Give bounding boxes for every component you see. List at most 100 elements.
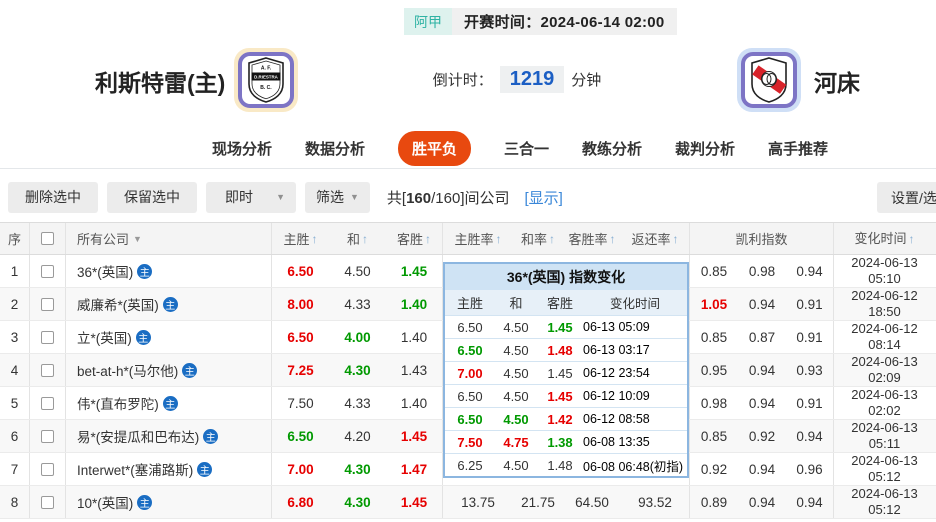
svg-text:A. F.: A. F. — [261, 66, 272, 72]
row-checkbox-cell — [30, 453, 66, 485]
sort-asc-icon: ↑ — [311, 231, 318, 246]
tab-referee-analysis[interactable]: 裁判分析 — [675, 141, 736, 158]
company-cell[interactable]: 伟*(直布罗陀) 主 — [66, 387, 272, 419]
kelly-home: 0.85 — [700, 329, 728, 345]
kelly-draw: 0.94 — [748, 461, 776, 477]
odds-away: 1.45 — [386, 420, 443, 452]
match-info-chip: 阿甲 开赛时间：2024-06-14 02:00 — [404, 8, 677, 35]
header-change-time[interactable]: 变化时间 ↑ — [854, 230, 915, 246]
row-checkbox[interactable] — [41, 330, 54, 344]
countdown-unit: 分钟 — [571, 71, 602, 89]
payout-rate-value — [621, 387, 690, 419]
header-home-rate[interactable]: 主胜率 ↑ — [454, 231, 502, 248]
row-index: 7 — [0, 453, 30, 485]
row-checkbox-cell — [30, 387, 66, 419]
change-time: 2024-06-12 18:50 — [851, 288, 918, 319]
company-count-label: 共[160/160]间公司 — [386, 189, 510, 207]
payout-rate-value — [621, 453, 690, 485]
countdown-value: 1219 — [499, 65, 565, 93]
company-cell[interactable]: bet-at-h*(马尔他) 主 — [66, 354, 272, 386]
filter-select[interactable]: 筛选 ▼ — [305, 181, 370, 213]
row-checkbox[interactable] — [41, 462, 54, 476]
company-cell[interactable]: 36*(英国) 主 — [66, 255, 272, 287]
company-name: 易*(安提瓜和巴布达) — [77, 430, 200, 445]
header-draw-rate[interactable]: 和率 ↑ — [520, 231, 555, 248]
row-checkbox[interactable] — [41, 363, 54, 377]
settings-button[interactable]: 设置/选 — [877, 182, 936, 213]
row-checkbox-cell — [30, 288, 66, 320]
odds-away: 1.40 — [386, 288, 443, 320]
row-index: 2 — [0, 288, 30, 320]
header-home-odds[interactable]: 主胜 ↑ — [283, 231, 318, 248]
header-company[interactable]: 所有公司 ▼ — [66, 223, 272, 254]
popup-odds-draw: 4.50 — [503, 388, 529, 404]
header-index: 序 — [0, 223, 30, 254]
row-checkbox[interactable] — [41, 495, 54, 509]
row-checkbox[interactable] — [41, 297, 54, 311]
home-indicator-icon: 主 — [135, 329, 151, 345]
popup-change-time: 06-13 03:17 — [583, 343, 650, 357]
odds-home: 6.50 — [287, 428, 314, 444]
payout-rate-value — [621, 255, 690, 287]
popup-odds-away: 1.42 — [547, 411, 573, 427]
filter-value: 筛选 — [316, 189, 344, 205]
sort-asc-icon: ↑ — [908, 231, 915, 246]
row-index: 6 — [0, 420, 30, 452]
table-header-row: 序 所有公司 ▼ 主胜 ↑ 和 ↑ 客胜 ↑ 主胜率 ↑ 和率 ↑ 客胜率 ↑ 返还率 ↑ 凯利… — [0, 222, 936, 255]
row-checkbox-cell — [30, 354, 66, 386]
chevron-down-icon: ▼ — [133, 233, 142, 244]
odds-home: 6.50 — [287, 329, 314, 345]
home-indicator-icon: 主 — [203, 428, 219, 444]
show-link[interactable]: [显示] — [524, 189, 563, 207]
company-cell[interactable]: 立*(英国) 主 — [66, 321, 272, 353]
popup-row: 6.50 4.50 1.45 06-12 10:09 — [445, 384, 687, 407]
popup-odds-home: 6.25 — [457, 457, 483, 473]
home-indicator-icon: 主 — [137, 494, 153, 510]
company-cell[interactable]: 易*(安提瓜和巴布达) 主 — [66, 420, 272, 452]
tab-coach-analysis[interactable]: 教练分析 — [582, 141, 643, 158]
popup-header-draw: 和 — [509, 296, 523, 311]
home-team-name: 利斯特雷(主) — [95, 70, 226, 96]
header-away-odds[interactable]: 客胜 ↑ — [386, 223, 443, 254]
payout-rate-value — [621, 288, 690, 320]
sort-asc-icon: ↑ — [362, 231, 368, 246]
company-cell[interactable]: 10*(英国) 主 — [66, 486, 272, 518]
header-draw-odds[interactable]: 和 ↑ — [346, 231, 368, 248]
odds-home: 6.50 — [287, 263, 314, 279]
table-row: 8 10*(英国) 主 6.80 4.30 1.45 13.75 21.75 64.50 93.5… — [0, 486, 936, 519]
change-time: 2024-06-13 05:10 — [851, 255, 918, 286]
header-payout-rate[interactable]: 返还率 ↑ — [621, 223, 690, 254]
row-index: 4 — [0, 354, 30, 386]
popup-change-time: 06-13 05:09 — [583, 320, 650, 334]
keep-selected-button[interactable]: 保留选中 — [107, 181, 197, 213]
away-rate-value: 64.50 — [575, 494, 609, 510]
chevron-down-icon: ▼ — [276, 192, 285, 202]
change-time: 2024-06-12 08:14 — [851, 321, 918, 352]
tab-win-draw-lose[interactable]: 胜平负 — [397, 131, 471, 166]
delete-selected-button[interactable]: 删除选中 — [8, 181, 98, 213]
select-all-checkbox[interactable] — [41, 232, 54, 245]
company-cell[interactable]: Interwet*(塞浦路斯) 主 — [66, 453, 272, 485]
payout-rate-value — [621, 420, 690, 452]
popup-odds-away: 1.45 — [547, 319, 573, 335]
popup-odds-draw: 4.50 — [503, 365, 529, 381]
popup-change-time: 06-12 10:09 — [583, 389, 650, 403]
popup-change-time: 06-08 06:48(初指) — [583, 459, 684, 474]
kelly-home: 0.98 — [700, 395, 728, 411]
odds-draw: 4.33 — [344, 296, 371, 312]
popup-odds-home: 7.00 — [457, 365, 483, 381]
tab-data-analysis[interactable]: 数据分析 — [304, 141, 365, 158]
company-cell[interactable]: 威廉希*(英国) 主 — [66, 288, 272, 320]
tab-three-in-one[interactable]: 三合一 — [503, 141, 549, 158]
league-badge[interactable]: 阿甲 — [404, 8, 452, 35]
row-checkbox[interactable] — [41, 429, 54, 443]
row-checkbox[interactable] — [41, 264, 54, 278]
row-checkbox[interactable] — [41, 396, 54, 410]
header-away-rate[interactable]: 客胜率 ↑ — [568, 231, 616, 248]
tab-expert-picks[interactable]: 高手推荐 — [768, 141, 829, 158]
odds-mode-select[interactable]: 即时 ▼ — [206, 181, 296, 213]
header-kelly-index: 凯利指数 — [690, 223, 834, 254]
popup-row: 6.50 4.50 1.48 06-13 03:17 — [445, 338, 687, 361]
tab-live-analysis[interactable]: 现场分析 — [211, 141, 272, 158]
